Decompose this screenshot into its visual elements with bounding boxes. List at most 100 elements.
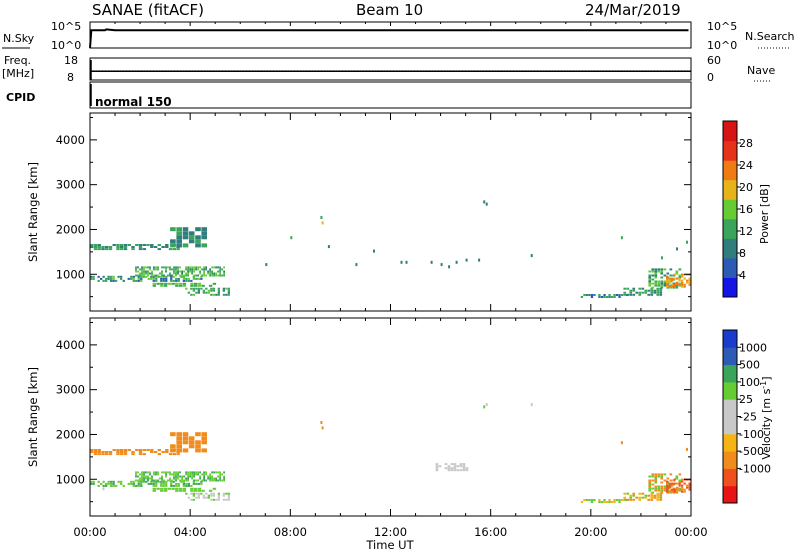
echo-cell <box>90 482 93 485</box>
echo-cell <box>683 490 686 493</box>
echo-cell <box>176 248 180 251</box>
echo-cell <box>207 270 209 273</box>
echo-cell <box>112 484 115 487</box>
echo-cell <box>162 480 165 483</box>
echo-cell <box>187 279 190 282</box>
echo-cell <box>227 293 230 296</box>
echo-cell <box>651 268 655 271</box>
echo-cell <box>657 284 661 287</box>
echo-cell <box>135 484 138 487</box>
echo-cell <box>152 487 156 490</box>
freq-panel-frame <box>89 57 692 81</box>
echo-cell <box>210 289 213 292</box>
echo-cell <box>161 270 163 273</box>
echo-cell <box>160 482 163 485</box>
echo-cell <box>644 496 648 499</box>
echo-cell <box>223 477 225 480</box>
echo-cell <box>182 487 187 490</box>
echo-cell <box>192 492 195 495</box>
echo-cell <box>678 282 682 285</box>
echo-cell <box>137 482 140 485</box>
echo-cell <box>102 480 105 483</box>
echo-cell <box>170 480 173 483</box>
echo-cell <box>221 274 223 277</box>
echo-cell <box>152 284 156 287</box>
echo-cell <box>161 272 163 275</box>
echo-cell <box>153 451 158 453</box>
echo-cell <box>205 479 207 482</box>
echo-cell <box>181 272 183 275</box>
echo-cell <box>100 482 103 485</box>
echo-cell <box>93 244 98 246</box>
echo-cell <box>141 475 143 478</box>
echo-cell <box>197 479 199 482</box>
echo-cell <box>100 277 103 280</box>
echo-cell <box>170 227 176 232</box>
echo-cell <box>681 285 684 288</box>
echo-point <box>530 254 533 258</box>
echo-cell <box>197 287 200 290</box>
echo-point <box>400 260 403 264</box>
echo-cell <box>666 490 669 493</box>
echo-cell <box>141 272 143 275</box>
velocity-colorbar-swatch <box>723 485 737 504</box>
echo-cell <box>190 284 194 287</box>
echo-cell <box>660 268 664 271</box>
echo-cell <box>666 486 669 489</box>
echo-cell <box>168 248 173 251</box>
echo-cell <box>132 275 135 278</box>
echo-cell <box>130 480 133 483</box>
echo-cell <box>641 287 645 290</box>
echo-cell <box>223 475 225 478</box>
echo-cell <box>167 487 171 490</box>
echo-cell <box>663 284 667 287</box>
echo-cell <box>159 477 161 480</box>
echo-cell <box>107 480 110 483</box>
echo-cell <box>147 477 149 480</box>
echo-cell <box>112 449 116 451</box>
echo-cell <box>105 451 109 453</box>
echo-cell <box>173 477 175 480</box>
echo-point <box>405 260 408 264</box>
echo-cell <box>143 274 145 277</box>
echo-cell <box>203 479 205 482</box>
echo-cell <box>153 473 155 476</box>
echo-cell <box>660 272 664 275</box>
echo-cell <box>669 280 673 283</box>
echo-cell <box>660 489 664 492</box>
echo-cell <box>105 248 109 251</box>
echo-cell <box>222 287 225 290</box>
echo-cell <box>678 487 682 490</box>
echo-cell <box>185 482 188 485</box>
echo-cell <box>157 268 159 271</box>
echo-cell <box>163 489 168 492</box>
echo-cell <box>177 279 180 282</box>
echo-point <box>373 249 375 253</box>
echo-cell <box>666 477 670 480</box>
echo-cell <box>141 477 143 480</box>
echo-cell <box>200 277 203 280</box>
echo-cell <box>208 284 213 287</box>
echo-cell <box>152 480 155 483</box>
echo-cell <box>657 282 661 285</box>
echo-cell <box>140 279 143 282</box>
y-tick-label: 3000 <box>56 383 85 397</box>
echo-point <box>485 202 488 206</box>
echo-cell <box>657 475 661 478</box>
echo-cell <box>163 471 165 474</box>
echo-cell <box>180 480 183 483</box>
echo-cell <box>192 277 195 280</box>
echo-cell <box>654 274 658 277</box>
echo-point <box>483 405 486 409</box>
echo-cell <box>648 278 652 281</box>
echo-cell <box>195 287 198 290</box>
echo-cell <box>187 473 189 476</box>
echo-cell <box>107 482 110 485</box>
echo-cell <box>203 471 205 474</box>
power-colorbar-tick-label: 24 <box>739 159 753 172</box>
echo-cell <box>97 275 100 278</box>
echo-cell <box>623 293 627 296</box>
echo-cell <box>207 289 210 292</box>
echo-cell <box>688 279 691 282</box>
echo-cell <box>150 451 154 453</box>
